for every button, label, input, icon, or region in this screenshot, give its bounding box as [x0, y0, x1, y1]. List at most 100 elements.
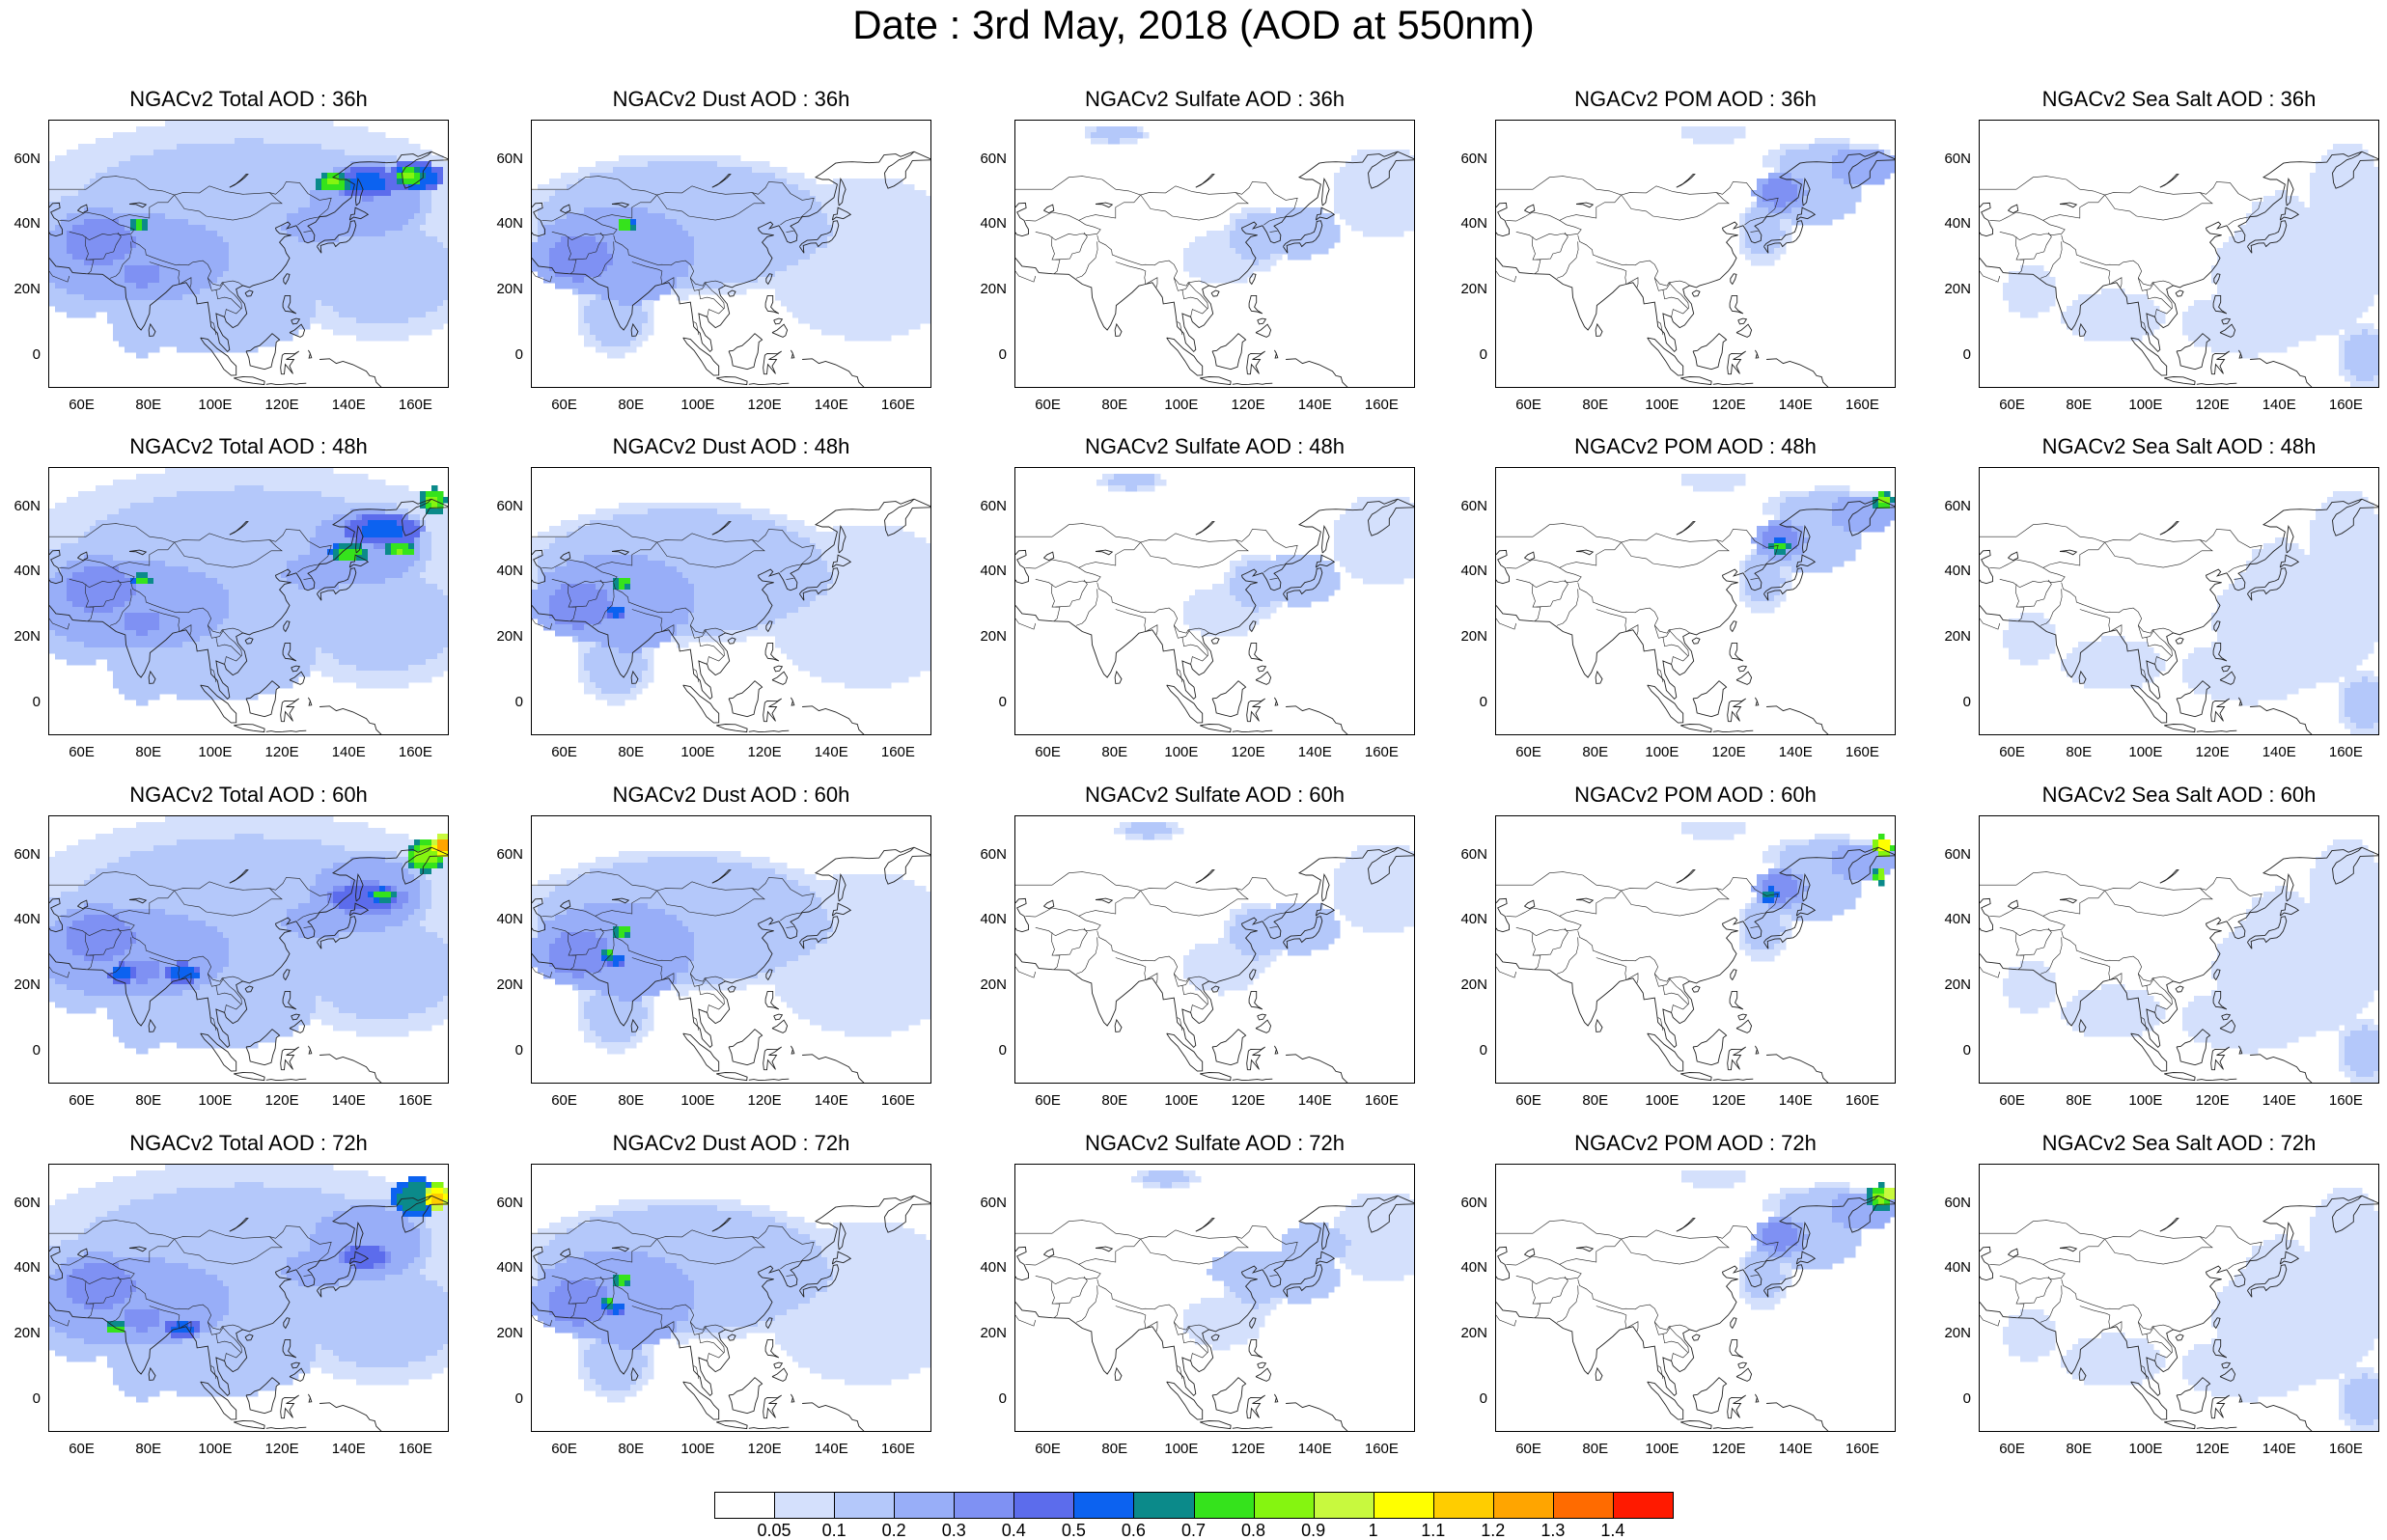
coastline [831, 902, 852, 917]
aod-map [1980, 1188, 2378, 1431]
country-border [1980, 618, 2001, 630]
country-border [49, 966, 70, 978]
coastline [532, 897, 545, 933]
country-border [49, 1314, 70, 1327]
country-border [2151, 977, 2173, 1004]
coastline [799, 567, 840, 601]
longitude-label: 160E [2317, 1442, 2374, 1457]
coastline [317, 1264, 357, 1298]
coastline [49, 498, 448, 701]
country-border [1015, 618, 1037, 630]
coastline [1766, 1402, 1829, 1431]
country-border [1075, 1285, 1098, 1323]
aod-map [49, 1165, 448, 1431]
country-border [2061, 234, 2174, 287]
coastline [2332, 151, 2378, 189]
coastline [799, 916, 840, 949]
coastline [49, 1195, 448, 1397]
longitude-label: 160E [869, 745, 927, 760]
coastline [1015, 897, 1029, 933]
aod-map [1496, 126, 1895, 387]
country-border [1999, 220, 2066, 241]
coastline [1730, 969, 1737, 981]
coastline [1246, 350, 1265, 375]
coastline [319, 705, 382, 734]
colorbar-swatch [714, 1492, 776, 1519]
coastline [884, 846, 930, 885]
latitude-label: 40N [1439, 564, 1487, 579]
coastline [2238, 1045, 2243, 1055]
colorbar-tick-label: 0.7 [1165, 1521, 1223, 1540]
coastline [1286, 705, 1348, 734]
coastline [630, 1366, 639, 1381]
coastline [1737, 1013, 1748, 1021]
coastline [765, 273, 773, 286]
coastline [748, 382, 790, 386]
coastline [1729, 294, 1744, 315]
aod-field [49, 816, 448, 1055]
country-border [1181, 1334, 1208, 1361]
coastline [2196, 729, 2237, 733]
country-border [1577, 930, 1690, 982]
coastline [711, 869, 732, 884]
country-border [2040, 589, 2063, 626]
country-border [215, 289, 242, 317]
coastline [1848, 498, 1895, 536]
country-border [631, 261, 675, 288]
colorbar-tick-label: 1 [1345, 1521, 1402, 1540]
country-border [1662, 985, 1689, 1013]
country-border [174, 888, 283, 917]
country-border [69, 916, 135, 937]
country-border [1506, 890, 1622, 918]
longitude-label: 140E [1766, 398, 1824, 413]
coastline [245, 1377, 281, 1415]
coastline [1692, 333, 1728, 371]
colorbar-swatch [1432, 1492, 1494, 1519]
aod-map [532, 846, 930, 1083]
coastline [1496, 549, 1510, 585]
panel-title: NGACv2 Total AOD : 60h [10, 783, 487, 808]
coastline [884, 498, 930, 536]
country-border [1536, 232, 1568, 261]
country-border [2014, 932, 2025, 970]
coastline [763, 1046, 782, 1071]
country-border [1654, 625, 1671, 639]
coastline [2210, 1394, 2230, 1419]
country-border [2061, 1279, 2174, 1331]
longitude-label: 160E [1833, 398, 1891, 413]
country-border [221, 1326, 242, 1353]
country-border [1744, 1260, 1766, 1270]
coastline [802, 1054, 865, 1083]
country-border [704, 1326, 725, 1353]
coastline [2130, 684, 2168, 724]
aod-map [1980, 144, 2378, 387]
coastline [1680, 1072, 1712, 1082]
coastline [1712, 1078, 1754, 1082]
longitude-label: 80E [1086, 745, 1144, 760]
longitude-label: 80E [120, 1093, 178, 1109]
coastline [77, 204, 89, 214]
aod-map [532, 151, 930, 387]
longitude-label: 100E [669, 398, 727, 413]
longitude-label: 160E [386, 745, 444, 760]
country-border [2040, 1285, 2063, 1323]
longitude-label: 160E [1833, 745, 1891, 760]
coastline [148, 1018, 156, 1032]
latitude-label: 40N [0, 216, 41, 232]
country-border [1750, 926, 1759, 928]
country-border [532, 1220, 815, 1262]
country-border [1980, 523, 2262, 565]
coastline [1015, 1246, 1029, 1281]
latitude-label: 60N [475, 151, 523, 167]
coastline [1735, 671, 1753, 685]
country-border [1096, 234, 1209, 287]
coastline [1315, 902, 1336, 917]
country-border [109, 589, 132, 626]
coastline [1257, 1361, 1267, 1369]
country-border [532, 270, 553, 283]
coastline [2008, 204, 2019, 214]
map-panel [48, 120, 449, 388]
longitude-label: 120E [1219, 745, 1277, 760]
coastline [728, 333, 763, 371]
longitude-label: 120E [2183, 745, 2241, 760]
